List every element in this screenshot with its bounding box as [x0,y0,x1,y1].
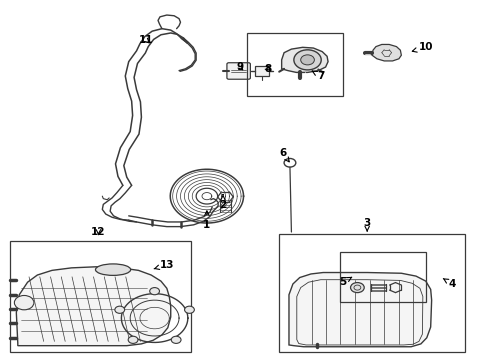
Circle shape [301,55,315,65]
FancyBboxPatch shape [227,63,250,79]
Bar [279,234,465,352]
Circle shape [185,306,195,313]
Polygon shape [289,273,432,347]
Circle shape [350,283,364,293]
Text: 3: 3 [364,218,371,231]
Circle shape [172,336,181,343]
Circle shape [294,50,321,70]
Text: 2: 2 [220,194,227,210]
Text: 7: 7 [312,71,325,81]
Ellipse shape [96,264,131,275]
Text: 13: 13 [154,260,174,270]
Circle shape [14,296,34,310]
Text: 6: 6 [279,148,289,162]
Bar [10,241,191,352]
Text: 4: 4 [443,279,456,289]
Bar [255,66,270,76]
Text: 10: 10 [412,42,433,52]
Text: 11: 11 [139,35,153,45]
Bar [247,33,343,96]
Text: 9: 9 [237,62,244,72]
Circle shape [128,336,138,343]
Text: 5: 5 [339,277,352,287]
Polygon shape [282,47,328,72]
Text: 8: 8 [265,64,272,74]
Text: 1: 1 [203,211,211,230]
Polygon shape [16,267,171,346]
Circle shape [150,288,159,295]
Polygon shape [372,44,401,61]
Circle shape [115,306,124,313]
Text: 12: 12 [91,227,106,237]
Bar [340,252,426,302]
